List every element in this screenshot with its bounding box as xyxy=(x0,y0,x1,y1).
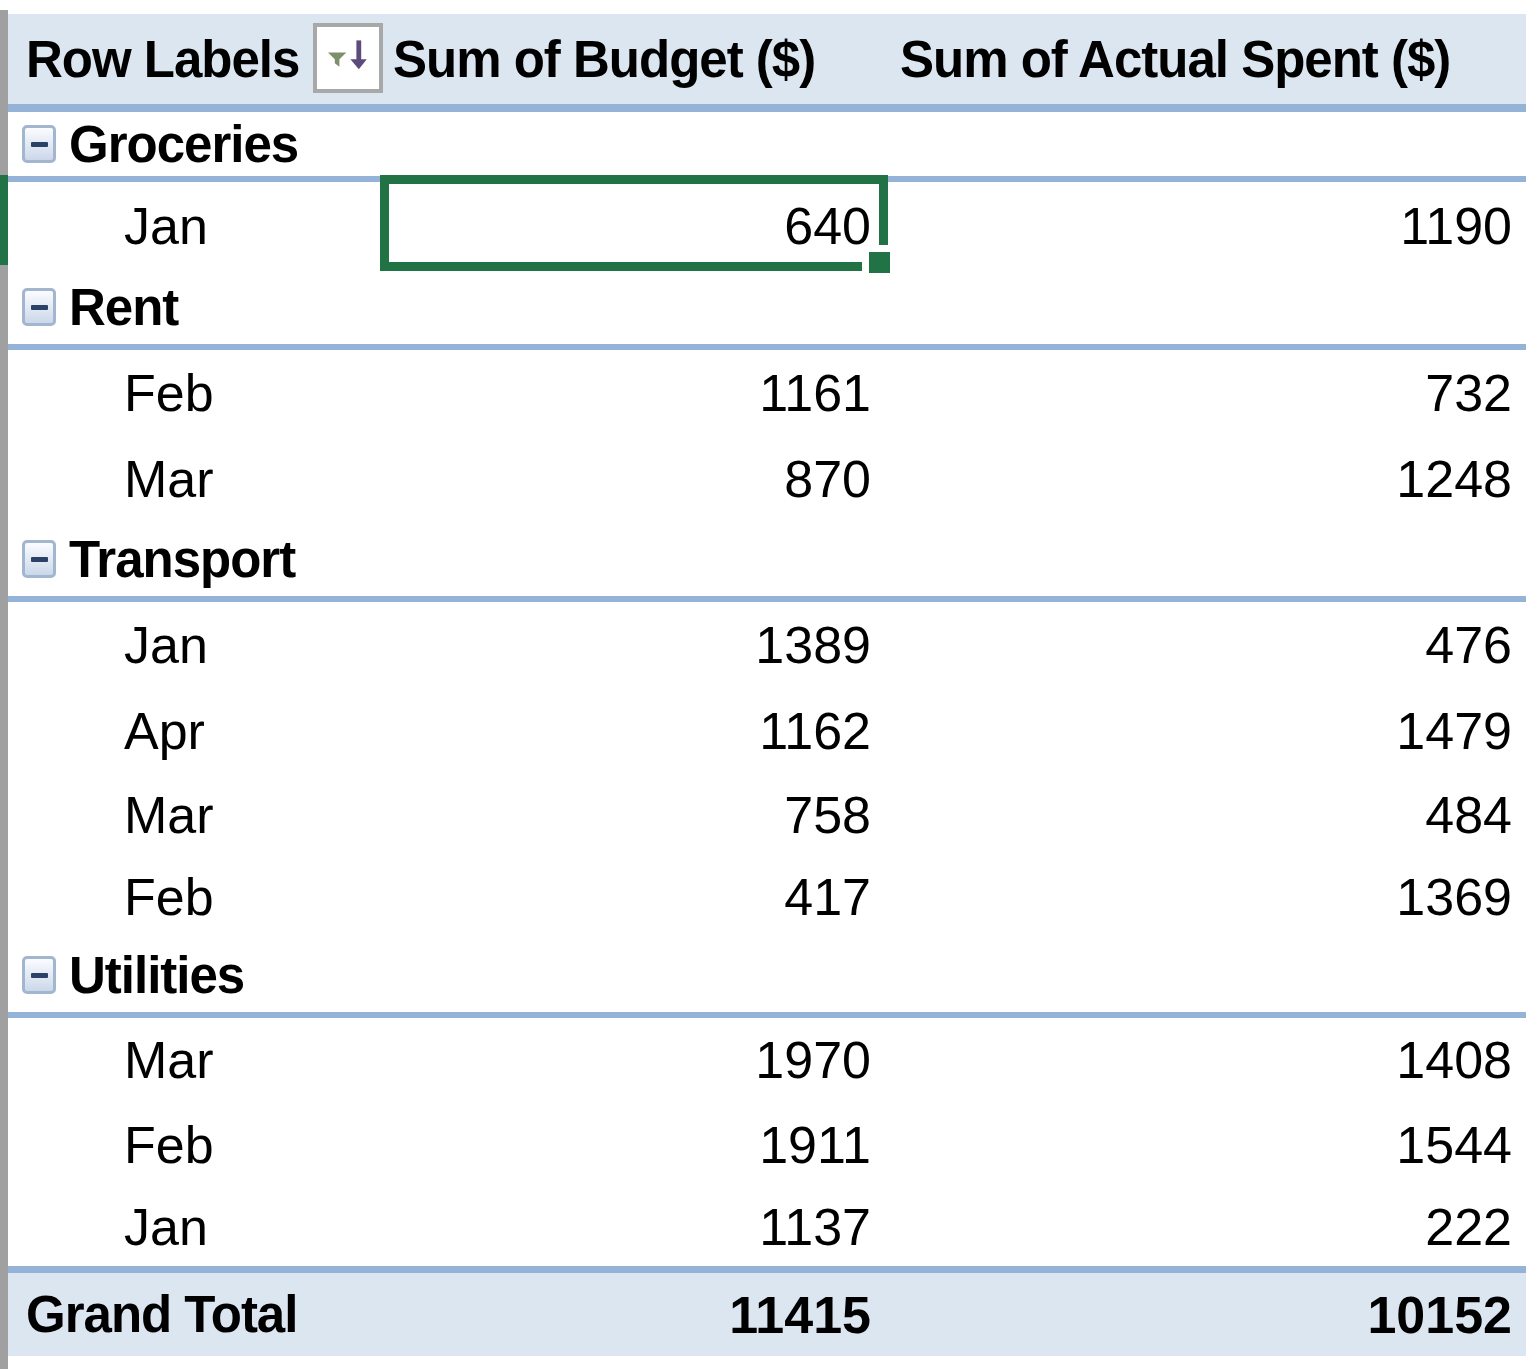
pivot-header-row: Row Labels Sum of Budget ($) Sum of Actu… xyxy=(8,14,1526,112)
row-labels-header: Row Labels xyxy=(26,30,299,89)
month-cell[interactable]: Feb xyxy=(8,363,380,423)
minus-icon xyxy=(31,557,48,562)
funnel-sort-down-arrow-icon xyxy=(324,34,372,82)
collapse-button-utilities[interactable] xyxy=(22,956,56,994)
data-row-transport-mar: Mar 758 484 xyxy=(8,773,1526,856)
group-label: Transport xyxy=(69,530,295,589)
group-row-utilities: Utilities xyxy=(8,938,1526,1018)
group-label-cell[interactable]: Groceries xyxy=(8,115,380,174)
budget-cell[interactable]: 1137 xyxy=(380,1197,885,1257)
grand-total-budget[interactable]: 11415 xyxy=(380,1285,885,1345)
data-row-rent-mar: Mar 870 1248 xyxy=(8,436,1526,522)
minus-icon xyxy=(31,305,48,310)
header-cell-budget[interactable]: Sum of Budget ($) xyxy=(380,30,885,89)
data-row-utilities-mar: Mar 1970 1408 xyxy=(8,1018,1526,1102)
month-cell[interactable]: Mar xyxy=(8,785,380,845)
actual-cell[interactable]: 1408 xyxy=(885,1030,1526,1090)
budget-cell[interactable]: 1162 xyxy=(380,701,885,761)
group-label-cell[interactable]: Rent xyxy=(8,278,380,337)
actual-cell[interactable]: 1190 xyxy=(885,196,1526,256)
collapse-button-transport[interactable] xyxy=(22,540,56,578)
actual-cell[interactable]: 1544 xyxy=(885,1115,1526,1175)
data-row-utilities-jan: Jan 1137 222 xyxy=(8,1187,1526,1266)
budget-cell[interactable]: 1161 xyxy=(380,363,885,423)
data-row-utilities-feb: Feb 1911 1544 xyxy=(8,1102,1526,1187)
collapse-button-groceries[interactable] xyxy=(22,125,56,163)
budget-cell[interactable]: 1389 xyxy=(380,615,885,675)
actual-cell[interactable]: 222 xyxy=(885,1197,1526,1257)
minus-icon xyxy=(31,142,48,147)
data-row-transport-apr: Apr 1162 1479 xyxy=(8,688,1526,773)
selected-cell-outline xyxy=(380,175,888,271)
grand-total-actual[interactable]: 10152 xyxy=(885,1285,1526,1345)
group-row-groceries: Groceries xyxy=(8,112,1526,182)
header-cell-actual[interactable]: Sum of Actual Spent ($) xyxy=(885,30,1526,89)
actual-cell[interactable]: 732 xyxy=(885,363,1526,423)
month-cell[interactable]: Jan xyxy=(8,1197,380,1257)
data-row-transport-feb: Feb 417 1369 xyxy=(8,856,1526,938)
excel-pivot-table-screenshot: Row Labels Sum of Budget ($) Sum of Actu… xyxy=(0,0,1536,1369)
group-label: Rent xyxy=(69,278,178,337)
row-labels-filter-button[interactable] xyxy=(313,23,383,93)
actual-cell[interactable]: 484 xyxy=(885,785,1526,845)
month-cell[interactable]: Mar xyxy=(8,1030,380,1090)
actual-cell[interactable]: 1369 xyxy=(885,867,1526,927)
data-row-rent-feb: Feb 1161 732 xyxy=(8,350,1526,436)
month-cell[interactable]: Jan xyxy=(8,196,380,256)
minus-icon xyxy=(31,973,48,978)
grand-total-row: Grand Total 11415 10152 xyxy=(8,1266,1526,1356)
group-row-rent: Rent xyxy=(8,270,1526,350)
group-row-transport: Transport xyxy=(8,522,1526,602)
fill-handle[interactable] xyxy=(869,252,890,273)
actual-cell[interactable]: 476 xyxy=(885,615,1526,675)
budget-cell[interactable]: 1970 xyxy=(380,1030,885,1090)
budget-cell[interactable]: 417 xyxy=(380,867,885,927)
group-label-cell[interactable]: Transport xyxy=(8,530,380,589)
budget-cell[interactable]: 1911 xyxy=(380,1115,885,1175)
month-cell[interactable]: Jan xyxy=(8,615,380,675)
data-row-transport-jan: Jan 1389 476 xyxy=(8,602,1526,688)
group-label-cell[interactable]: Utilities xyxy=(8,946,380,1005)
group-label: Utilities xyxy=(69,946,244,1005)
actual-cell[interactable]: 1479 xyxy=(885,701,1526,761)
budget-cell[interactable]: 758 xyxy=(380,785,885,845)
month-cell[interactable]: Mar xyxy=(8,449,380,509)
selected-row-indicator xyxy=(0,175,8,265)
grand-total-label[interactable]: Grand Total xyxy=(8,1285,380,1344)
collapse-button-rent[interactable] xyxy=(22,288,56,326)
month-cell[interactable]: Feb xyxy=(8,1115,380,1175)
budget-cell[interactable]: 870 xyxy=(380,449,885,509)
group-label: Groceries xyxy=(69,115,298,174)
actual-cell[interactable]: 1248 xyxy=(885,449,1526,509)
month-cell[interactable]: Feb xyxy=(8,867,380,927)
month-cell[interactable]: Apr xyxy=(8,701,380,761)
